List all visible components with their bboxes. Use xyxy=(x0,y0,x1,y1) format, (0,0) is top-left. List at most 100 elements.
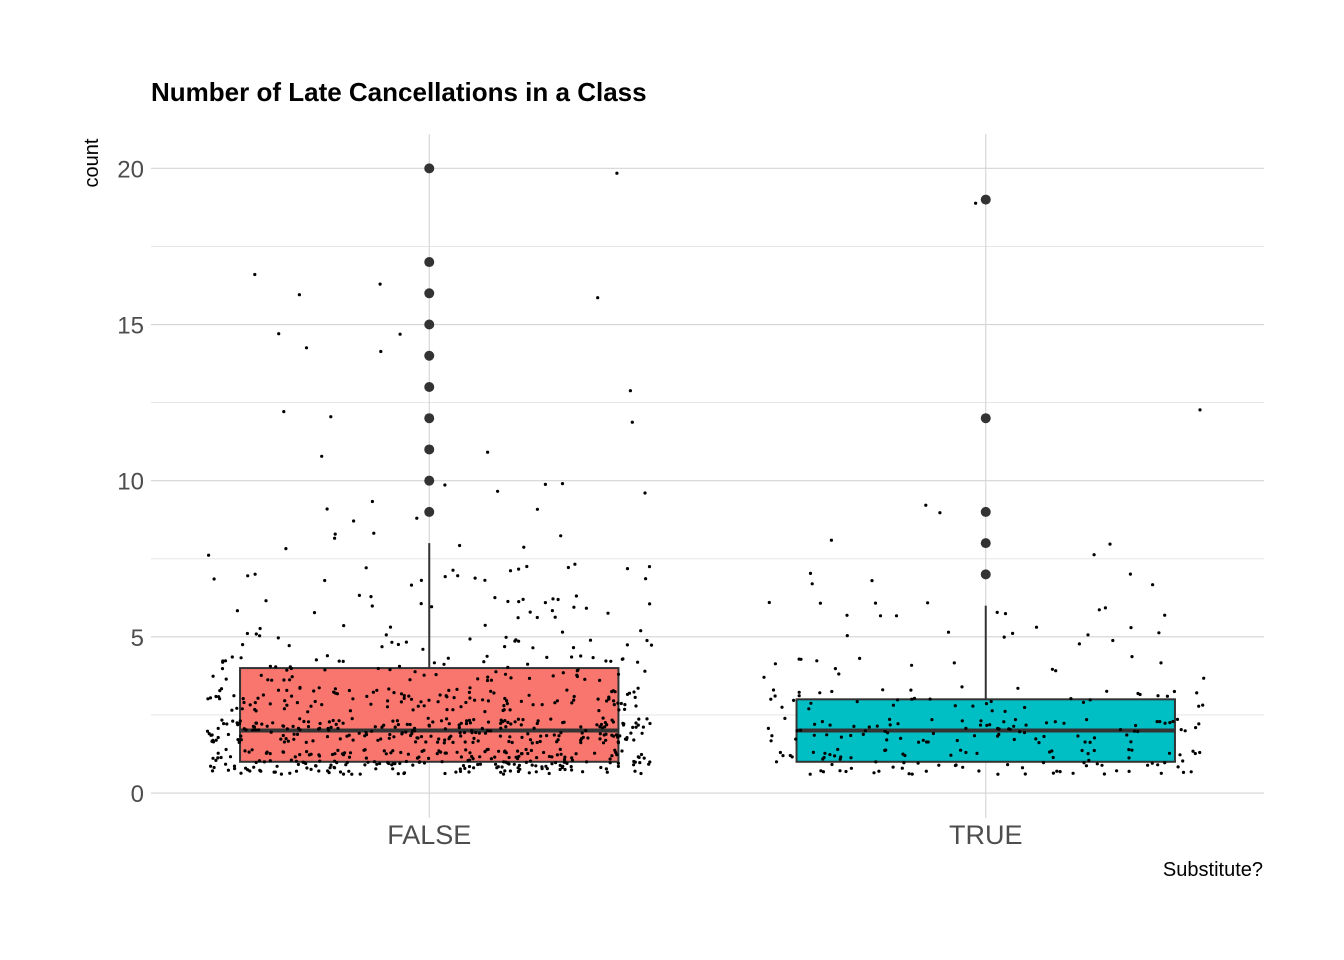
jitter-point xyxy=(464,700,468,705)
jitter-point xyxy=(333,766,337,770)
jitter-point xyxy=(357,731,361,735)
jitter-point xyxy=(1016,686,1020,690)
jitter-point xyxy=(338,737,342,741)
jitter-point xyxy=(613,748,617,752)
jitter-point xyxy=(390,640,394,644)
jitter-point xyxy=(507,739,511,744)
jitter-point xyxy=(519,699,524,704)
jitter-point xyxy=(449,734,453,738)
jitter-point xyxy=(226,732,230,737)
jitter-point xyxy=(221,660,225,664)
jitter-point xyxy=(601,741,606,745)
jitter-point xyxy=(828,753,832,757)
chart-title: Number of Late Cancellations in a Class xyxy=(151,77,647,107)
jitter-point xyxy=(214,738,218,742)
jitter-point xyxy=(572,698,576,702)
jitter-point xyxy=(317,686,321,690)
jitter-point xyxy=(348,751,353,755)
jitter-point xyxy=(534,770,538,774)
jitter-point xyxy=(565,688,569,692)
jitter-point xyxy=(251,728,255,732)
jitter-point xyxy=(205,729,210,733)
jitter-point xyxy=(285,688,289,693)
jitter-point xyxy=(574,752,578,756)
jitter-point xyxy=(508,708,512,712)
jitter-point xyxy=(1054,669,1058,673)
jitter-point xyxy=(838,769,842,773)
jitter-point xyxy=(342,624,346,628)
jitter-point xyxy=(559,752,563,756)
jitter-point xyxy=(1003,612,1008,616)
jitter-point xyxy=(1193,751,1197,756)
jitter-point xyxy=(632,759,636,764)
jitter-point xyxy=(274,665,278,669)
jitter-point xyxy=(612,699,616,703)
jitter-point xyxy=(960,719,964,723)
jitter-point xyxy=(277,332,281,336)
jitter-point xyxy=(900,766,904,770)
jitter-point xyxy=(544,764,548,768)
jitter-point xyxy=(874,760,878,764)
jitter-point xyxy=(572,694,576,699)
jitter-point xyxy=(555,753,560,757)
jitter-point xyxy=(570,768,574,772)
jitter-point xyxy=(486,729,490,733)
jitter-point xyxy=(282,740,286,744)
jitter-point xyxy=(996,772,1000,776)
jitter-point xyxy=(494,762,498,766)
jitter-point xyxy=(539,734,543,738)
jitter-point xyxy=(975,751,979,756)
jitter-point xyxy=(447,737,451,741)
jitter-point xyxy=(608,757,612,761)
jitter-point xyxy=(630,420,634,424)
jitter-point xyxy=(275,764,279,768)
jitter-point xyxy=(571,646,576,650)
jitter-point xyxy=(396,723,400,727)
jitter-point xyxy=(634,721,638,725)
jitter-point xyxy=(1163,761,1167,765)
jitter-point xyxy=(235,706,239,710)
jitter-point xyxy=(295,701,299,705)
jitter-point xyxy=(614,733,619,737)
jitter-point xyxy=(603,725,607,729)
jitter-point xyxy=(808,571,813,576)
jitter-point xyxy=(902,761,906,765)
jitter-point xyxy=(396,642,400,647)
jitter-point xyxy=(924,769,928,773)
jitter-point xyxy=(503,769,507,773)
jitter-point xyxy=(560,630,565,634)
jitter-point xyxy=(509,676,513,680)
jitter-point xyxy=(517,567,521,571)
jitter-point xyxy=(252,765,256,769)
jitter-point xyxy=(224,677,228,681)
jitter-point xyxy=(961,765,965,769)
jitter-point xyxy=(239,771,243,775)
jitter-point xyxy=(392,691,396,695)
jitter-point xyxy=(447,722,451,726)
jitter-point xyxy=(500,765,504,769)
jitter-point xyxy=(477,731,481,735)
jitter-point xyxy=(499,770,503,774)
jitter-point xyxy=(519,723,523,727)
jitter-point xyxy=(636,660,640,664)
jitter-point xyxy=(569,765,573,769)
jitter-point xyxy=(236,738,240,742)
jitter-point xyxy=(323,668,327,672)
jitter-point xyxy=(415,516,419,520)
jitter-point xyxy=(881,688,885,692)
jitter-point xyxy=(311,739,315,743)
jitter-point xyxy=(474,730,478,735)
jitter-point xyxy=(799,728,803,732)
jitter-point xyxy=(473,576,477,580)
jitter-point xyxy=(331,718,335,723)
jitter-point xyxy=(925,740,929,744)
jitter-point xyxy=(555,699,560,703)
jitter-point xyxy=(254,632,258,636)
jitter-point xyxy=(262,760,266,764)
jitter-point xyxy=(503,719,507,723)
jitter-point xyxy=(513,720,517,724)
jitter-point xyxy=(451,568,455,572)
jitter-point xyxy=(937,763,941,767)
jitter-point xyxy=(1134,723,1138,728)
jitter-point xyxy=(598,732,602,736)
